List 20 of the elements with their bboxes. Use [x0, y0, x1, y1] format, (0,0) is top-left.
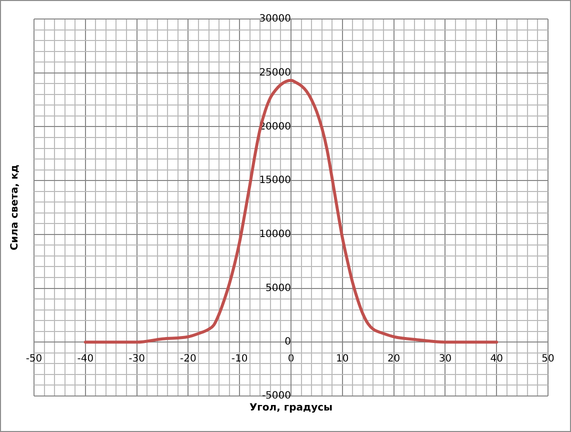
y-tick-label: 15000	[259, 175, 291, 186]
x-tick-label: 10	[336, 354, 349, 365]
y-tick-label: 10000	[259, 229, 291, 240]
y-tick-label: 0	[284, 336, 291, 348]
y-tick-label: 30000	[259, 14, 291, 25]
x-tick-label: 30	[438, 354, 452, 365]
x-tick-label: -10	[231, 354, 248, 365]
x-tick-label: -50	[26, 354, 42, 365]
x-tick-label: -30	[128, 354, 145, 365]
y-axis-title: Сила света, кд	[10, 164, 21, 250]
y-tick-label: 25000	[259, 67, 291, 78]
y-tick-label: 5000	[266, 282, 291, 294]
line-series	[84, 78, 498, 344]
x-tick-label: 20	[387, 354, 400, 365]
y-tick-label: -5000	[262, 390, 291, 402]
x-tick-label: 50	[542, 354, 554, 365]
x-tick-label: 40	[490, 354, 503, 365]
x-axis-title: Угол, градусы	[249, 402, 333, 414]
x-tick-label: -40	[77, 354, 94, 365]
x-tick-label: -20	[180, 354, 196, 365]
